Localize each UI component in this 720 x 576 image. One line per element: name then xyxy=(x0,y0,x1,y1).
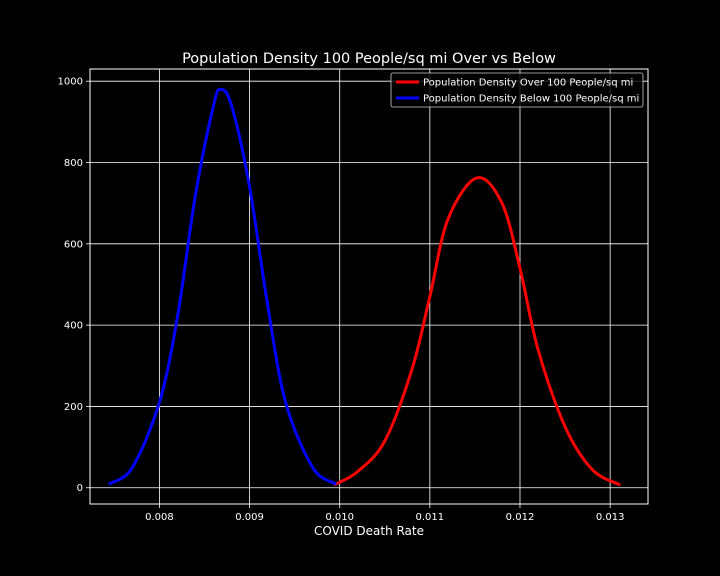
legend-label: Population Density Below 100 People/sq m… xyxy=(423,94,639,105)
y-tick-label: 200 xyxy=(64,402,83,413)
y-tick-label: 800 xyxy=(64,158,83,169)
plot-area xyxy=(89,68,649,505)
x-tick-label: 0.012 xyxy=(506,512,535,523)
y-tick-label: 1000 xyxy=(58,77,83,88)
x-axis-title: COVID Death Rate xyxy=(314,524,424,538)
grid xyxy=(90,69,648,504)
legend-box xyxy=(390,72,644,108)
y-tick-label: 0 xyxy=(77,483,83,494)
series-line-below-100 xyxy=(108,87,337,486)
x-tick-label: 0.009 xyxy=(235,512,264,523)
y-tick-label: 600 xyxy=(64,239,83,250)
y-tick-label: 400 xyxy=(64,321,83,332)
axes: 0.008 0.009 0.010 0.011 0.012 0.013 0 200 400 600… xyxy=(58,77,625,523)
legend-label: Population Density Over 100 People/sq mi xyxy=(423,78,633,89)
chart-title: Population Density 100 People/sq mi Over… xyxy=(182,51,556,67)
series-lines xyxy=(108,87,621,486)
series-line-over-100 xyxy=(333,176,621,486)
x-tick-label: 0.008 xyxy=(145,512,174,523)
x-tick-label: 0.011 xyxy=(416,512,445,523)
legend: Population Density Over 100 People/sq mi… xyxy=(390,72,644,108)
x-tick-label: 0.013 xyxy=(596,512,625,523)
x-tick-label: 0.010 xyxy=(325,512,354,523)
